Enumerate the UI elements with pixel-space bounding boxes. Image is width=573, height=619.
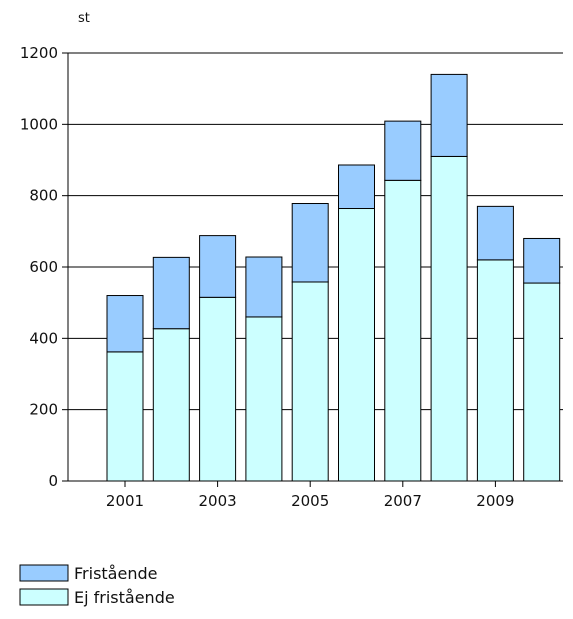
legend: Fristående Ej fristående bbox=[19, 564, 175, 607]
bar-segment bbox=[106, 351, 144, 482]
axes bbox=[62, 52, 563, 487]
bar-segment bbox=[430, 155, 468, 482]
x-tick-label: 2001 bbox=[106, 492, 144, 510]
bar-segment bbox=[338, 164, 375, 210]
legend-label: Ej fristående bbox=[74, 588, 175, 607]
bar-segment bbox=[152, 328, 190, 482]
bar-segment bbox=[291, 281, 329, 482]
bar-segment bbox=[245, 256, 283, 318]
bar-segment bbox=[384, 179, 422, 482]
y-tick-label: 400 bbox=[29, 329, 58, 347]
bar-segment bbox=[338, 208, 375, 482]
legend-label: Fristående bbox=[74, 564, 157, 583]
y-tick-label: 800 bbox=[29, 187, 58, 205]
bar-segment bbox=[291, 203, 329, 283]
bar-segment bbox=[199, 296, 237, 482]
y-tick-label: 0 bbox=[48, 472, 58, 490]
bars bbox=[106, 73, 561, 482]
x-tick-label: 2005 bbox=[291, 492, 329, 510]
bar-segment bbox=[245, 316, 283, 482]
y-tick-label: 600 bbox=[29, 258, 58, 276]
x-tick-label: 2009 bbox=[476, 492, 514, 510]
bar-segment bbox=[106, 295, 144, 353]
tick-labels: 0 200 400 600 800 1000 1200 2001 2003 2005 2007 200… bbox=[20, 44, 515, 510]
legend-swatch bbox=[19, 588, 69, 606]
y-axis-unit-label: st bbox=[78, 11, 90, 26]
y-tick-label: 1000 bbox=[20, 115, 58, 133]
x-tick-label: 2003 bbox=[199, 492, 237, 510]
y-tick-label: 1200 bbox=[20, 44, 58, 62]
x-tick-label: 2007 bbox=[384, 492, 422, 510]
bar-segment bbox=[199, 235, 237, 298]
bar-segment bbox=[476, 205, 514, 261]
bar-segment bbox=[384, 120, 422, 181]
bar-segment bbox=[523, 282, 561, 482]
bar-segment bbox=[523, 237, 561, 284]
y-tick-label: 200 bbox=[29, 401, 58, 419]
legend-swatch bbox=[19, 564, 69, 582]
bar-segment bbox=[476, 259, 514, 482]
bar-segment bbox=[152, 256, 190, 330]
bar-segment bbox=[430, 73, 468, 157]
